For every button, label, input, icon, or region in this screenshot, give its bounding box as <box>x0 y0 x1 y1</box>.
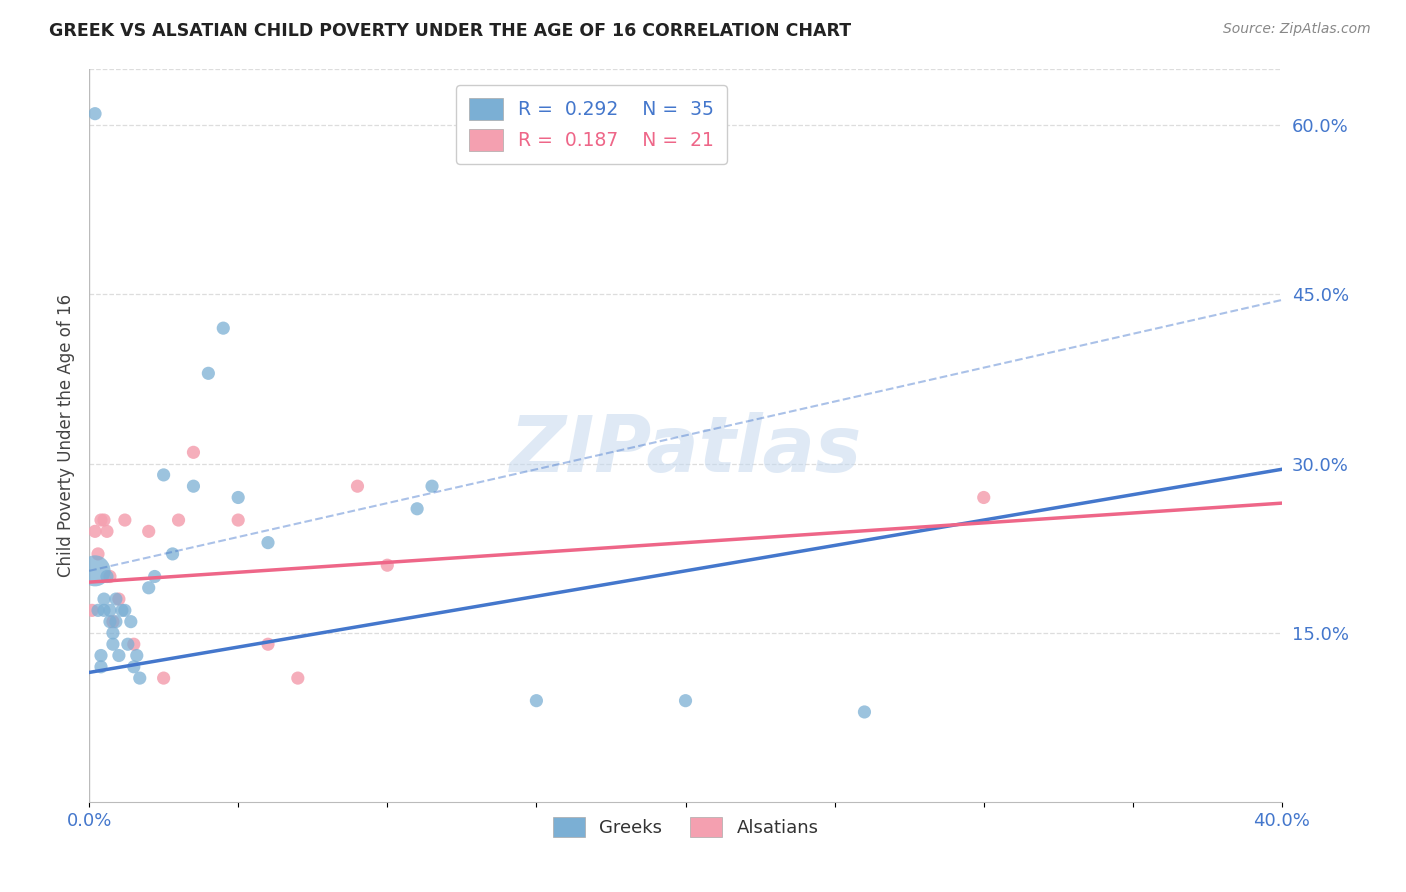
Point <box>183 445 205 459</box>
Point <box>973 491 995 505</box>
Point <box>162 547 184 561</box>
Y-axis label: Child Poverty Under the Age of 16: Child Poverty Under the Age of 16 <box>58 293 75 577</box>
Text: Source: ZipAtlas.com: Source: ZipAtlas.com <box>1223 22 1371 37</box>
Point <box>98 569 121 583</box>
Point <box>104 592 127 607</box>
Point <box>226 491 249 505</box>
Point <box>346 479 368 493</box>
Point <box>212 321 235 335</box>
Point <box>84 564 107 578</box>
Point <box>287 671 309 685</box>
Point <box>143 569 166 583</box>
Point <box>93 513 115 527</box>
Point <box>93 592 115 607</box>
Point <box>152 467 174 482</box>
Point <box>108 648 131 663</box>
Point <box>257 535 280 549</box>
Point <box>375 558 398 573</box>
Point <box>101 615 124 629</box>
Point <box>111 603 134 617</box>
Point <box>87 547 110 561</box>
Point <box>526 694 548 708</box>
Point <box>101 626 124 640</box>
Point <box>128 671 150 685</box>
Point <box>226 513 249 527</box>
Text: GREEK VS ALSATIAN CHILD POVERTY UNDER THE AGE OF 16 CORRELATION CHART: GREEK VS ALSATIAN CHILD POVERTY UNDER TH… <box>49 22 852 40</box>
Point <box>122 660 145 674</box>
Point <box>90 648 112 663</box>
Point <box>138 524 160 539</box>
Point <box>80 603 103 617</box>
Point <box>114 603 136 617</box>
Point <box>152 671 174 685</box>
Point <box>93 603 115 617</box>
Point <box>104 615 127 629</box>
Point <box>406 501 429 516</box>
Point <box>90 660 112 674</box>
Point <box>87 603 110 617</box>
Point <box>98 615 121 629</box>
Point <box>122 637 145 651</box>
Legend: Greeks, Alsatians: Greeks, Alsatians <box>546 809 825 845</box>
Point <box>108 592 131 607</box>
Point <box>117 637 139 651</box>
Point <box>420 479 443 493</box>
Point <box>114 513 136 527</box>
Point <box>197 367 219 381</box>
Text: ZIPatlas: ZIPatlas <box>509 412 862 488</box>
Point <box>167 513 190 527</box>
Point <box>90 513 112 527</box>
Point <box>98 603 121 617</box>
Point <box>96 569 118 583</box>
Point <box>183 479 205 493</box>
Point <box>120 615 142 629</box>
Point <box>84 106 107 120</box>
Point <box>675 694 697 708</box>
Point <box>853 705 876 719</box>
Point <box>125 648 148 663</box>
Point <box>84 524 107 539</box>
Point <box>257 637 280 651</box>
Point <box>138 581 160 595</box>
Point <box>96 524 118 539</box>
Point <box>101 637 124 651</box>
